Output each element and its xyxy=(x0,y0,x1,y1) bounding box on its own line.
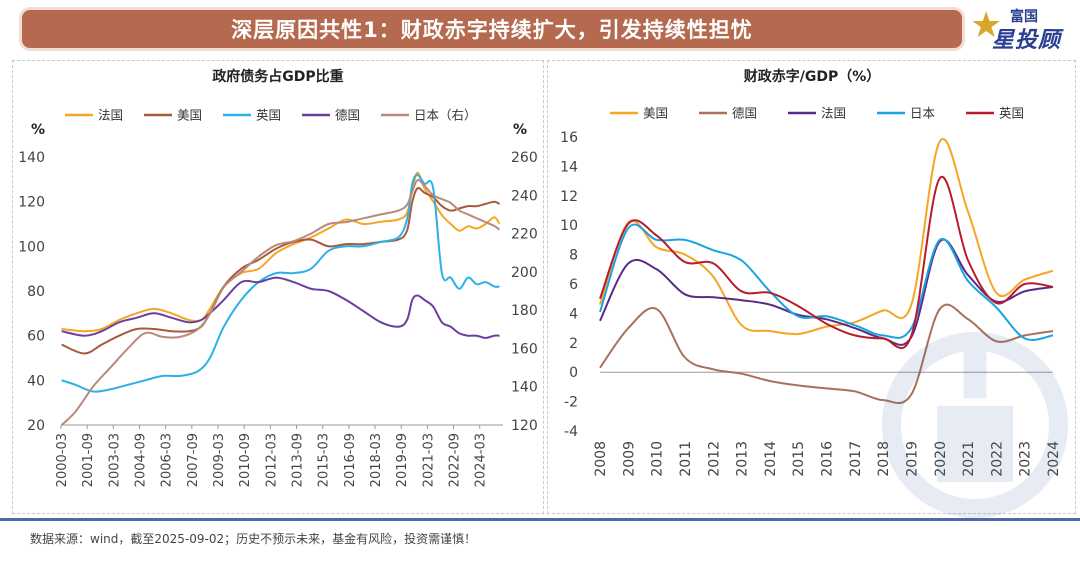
series-line-3 xyxy=(61,276,500,339)
brand-logo: ★ 富国 星投顾 xyxy=(970,4,1074,54)
footer-divider xyxy=(0,518,1080,521)
y2-tick-label: 160 xyxy=(511,341,538,357)
series-line-4 xyxy=(60,178,501,426)
x-tick-label: 2004-09 xyxy=(134,433,149,487)
y2-tick-label: 140 xyxy=(511,380,538,396)
legend-item: 日本 xyxy=(910,106,936,121)
series-line-4 xyxy=(599,175,1054,350)
logo-line1: 富国 xyxy=(1010,9,1038,25)
legend-item: 法国 xyxy=(98,108,123,123)
y2-tick-label: 240 xyxy=(511,188,538,204)
x-tick-label: 2019 xyxy=(904,441,920,477)
y-tick-label: 60 xyxy=(27,329,45,345)
x-tick-label: 2009 xyxy=(621,441,637,477)
y-tick-label: 12 xyxy=(560,189,578,205)
logo-line2: 星投顾 xyxy=(992,28,1062,53)
y-tick-label: 10 xyxy=(560,218,578,234)
y-tick-label: 16 xyxy=(560,130,578,146)
source-footnote: 数据来源：wind，截至2025-09-02；历史不预示未来，基金有风险，投资需… xyxy=(30,532,477,546)
x-tick-label: 2017 xyxy=(848,441,864,477)
legend-item: 英国 xyxy=(256,108,281,123)
y-tick-label: 40 xyxy=(27,373,45,389)
x-tick-label: 2016 xyxy=(820,441,836,477)
x-tick-label: 2013-09 xyxy=(291,433,306,487)
x-tick-label: 2012 xyxy=(706,441,722,477)
y2-tick-label: 180 xyxy=(511,303,538,319)
y-axis-unit-right: % xyxy=(513,122,527,138)
series-line-1 xyxy=(599,303,1054,405)
y2-tick-label: 220 xyxy=(511,227,538,243)
legend-item: 法国 xyxy=(821,106,846,121)
y-tick-label: 100 xyxy=(18,239,45,255)
y-tick-label: 6 xyxy=(569,277,578,293)
x-tick-label: 2006-03 xyxy=(160,433,175,487)
legend-item: 日本（右） xyxy=(414,108,477,123)
x-tick-label: 2007-09 xyxy=(186,433,201,487)
legend-item: 德国 xyxy=(335,108,360,123)
y-tick-label: -2 xyxy=(564,395,578,411)
x-tick-label: 2000-03 xyxy=(55,433,70,487)
x-tick-label: 2015 xyxy=(791,441,807,477)
legend-item: 德国 xyxy=(732,106,757,121)
star-icon: ★ xyxy=(970,5,1003,46)
y-tick-label: 120 xyxy=(18,195,45,211)
chart-title: 财政赤字/GDP（%） xyxy=(743,68,881,85)
series-line-3 xyxy=(599,223,1054,341)
y2-tick-label: 200 xyxy=(511,265,538,281)
y-tick-label: 14 xyxy=(560,159,578,175)
x-tick-label: 2022 xyxy=(989,441,1005,477)
x-tick-label: 2023 xyxy=(1018,441,1034,477)
x-tick-label: 2021 xyxy=(961,441,977,477)
y-tick-label: 20 xyxy=(27,418,45,434)
x-tick-label: 2021-03 xyxy=(421,433,436,487)
y-tick-label: 8 xyxy=(569,248,578,264)
watermark-icon xyxy=(881,331,1069,519)
x-tick-label: 2015-03 xyxy=(317,433,332,487)
debt-chart-panel: 政府债务占GDP比重法国 美国 英国 德国 日本（右）%% 20 40 60 80 100 120 1… xyxy=(12,60,544,514)
y-tick-label: 80 xyxy=(27,284,45,300)
legend-item: 美国 xyxy=(643,106,668,121)
y-tick-label: 2 xyxy=(569,336,578,352)
x-tick-label: 2019-09 xyxy=(395,433,410,487)
x-tick-label: 2020 xyxy=(933,441,949,477)
x-tick-label: 2001-09 xyxy=(81,433,96,487)
y-tick-label: -4 xyxy=(564,424,578,440)
y-tick-label: 4 xyxy=(569,306,578,322)
deficit-chart: 财政赤字/GDP（%） 美国 德国 法国 日本 英国 -4 -2 0 2 4 6 8 10 12 14 16 20… xyxy=(560,68,1062,477)
x-tick-label: 2016-09 xyxy=(343,433,358,487)
x-tick-label: 2012-03 xyxy=(264,433,279,487)
x-tick-label: 2010-09 xyxy=(238,433,253,487)
series-line-2 xyxy=(599,238,1054,346)
y-axis-unit-left: % xyxy=(31,122,45,138)
legend-item: 美国 xyxy=(177,108,202,123)
deficit-chart-panel: 财政赤字/GDP（%） 美国 德国 法国 日本 英国 -4 -2 0 2 4 6 8 10 12 14 16 20… xyxy=(547,60,1076,514)
x-tick-label: 2008 xyxy=(593,441,609,477)
x-tick-label: 2024-03 xyxy=(474,433,489,487)
series-line-1 xyxy=(61,187,500,355)
x-tick-label: 2013 xyxy=(735,441,751,477)
title-banner: 深层原因共性1：财政赤字持续扩大，引发持续性担忧 xyxy=(22,10,962,48)
x-tick-label: 2010 xyxy=(650,441,666,477)
page-title: 深层原因共性1：财政赤字持续扩大，引发持续性担忧 xyxy=(231,18,753,42)
series-line-0 xyxy=(599,138,1054,336)
y2-tick-label: 120 xyxy=(511,418,538,434)
y2-tick-label: 260 xyxy=(511,150,538,166)
x-tick-label: 2022-09 xyxy=(448,433,463,487)
x-tick-label: 2018 xyxy=(876,441,892,477)
y-tick-label: 140 xyxy=(18,150,45,166)
series-line-2 xyxy=(61,173,500,393)
chart-title: 政府债务占GDP比重 xyxy=(212,68,343,85)
x-tick-label: 2024 xyxy=(1046,441,1062,477)
legend-item: 英国 xyxy=(999,106,1024,121)
y-tick-label: 0 xyxy=(569,365,578,381)
x-tick-label: 2009-03 xyxy=(212,433,227,487)
x-tick-label: 2003-03 xyxy=(107,433,122,487)
x-tick-label: 2018-03 xyxy=(369,433,384,487)
x-tick-label: 2011 xyxy=(678,441,694,477)
x-tick-label: 2014 xyxy=(763,441,779,477)
